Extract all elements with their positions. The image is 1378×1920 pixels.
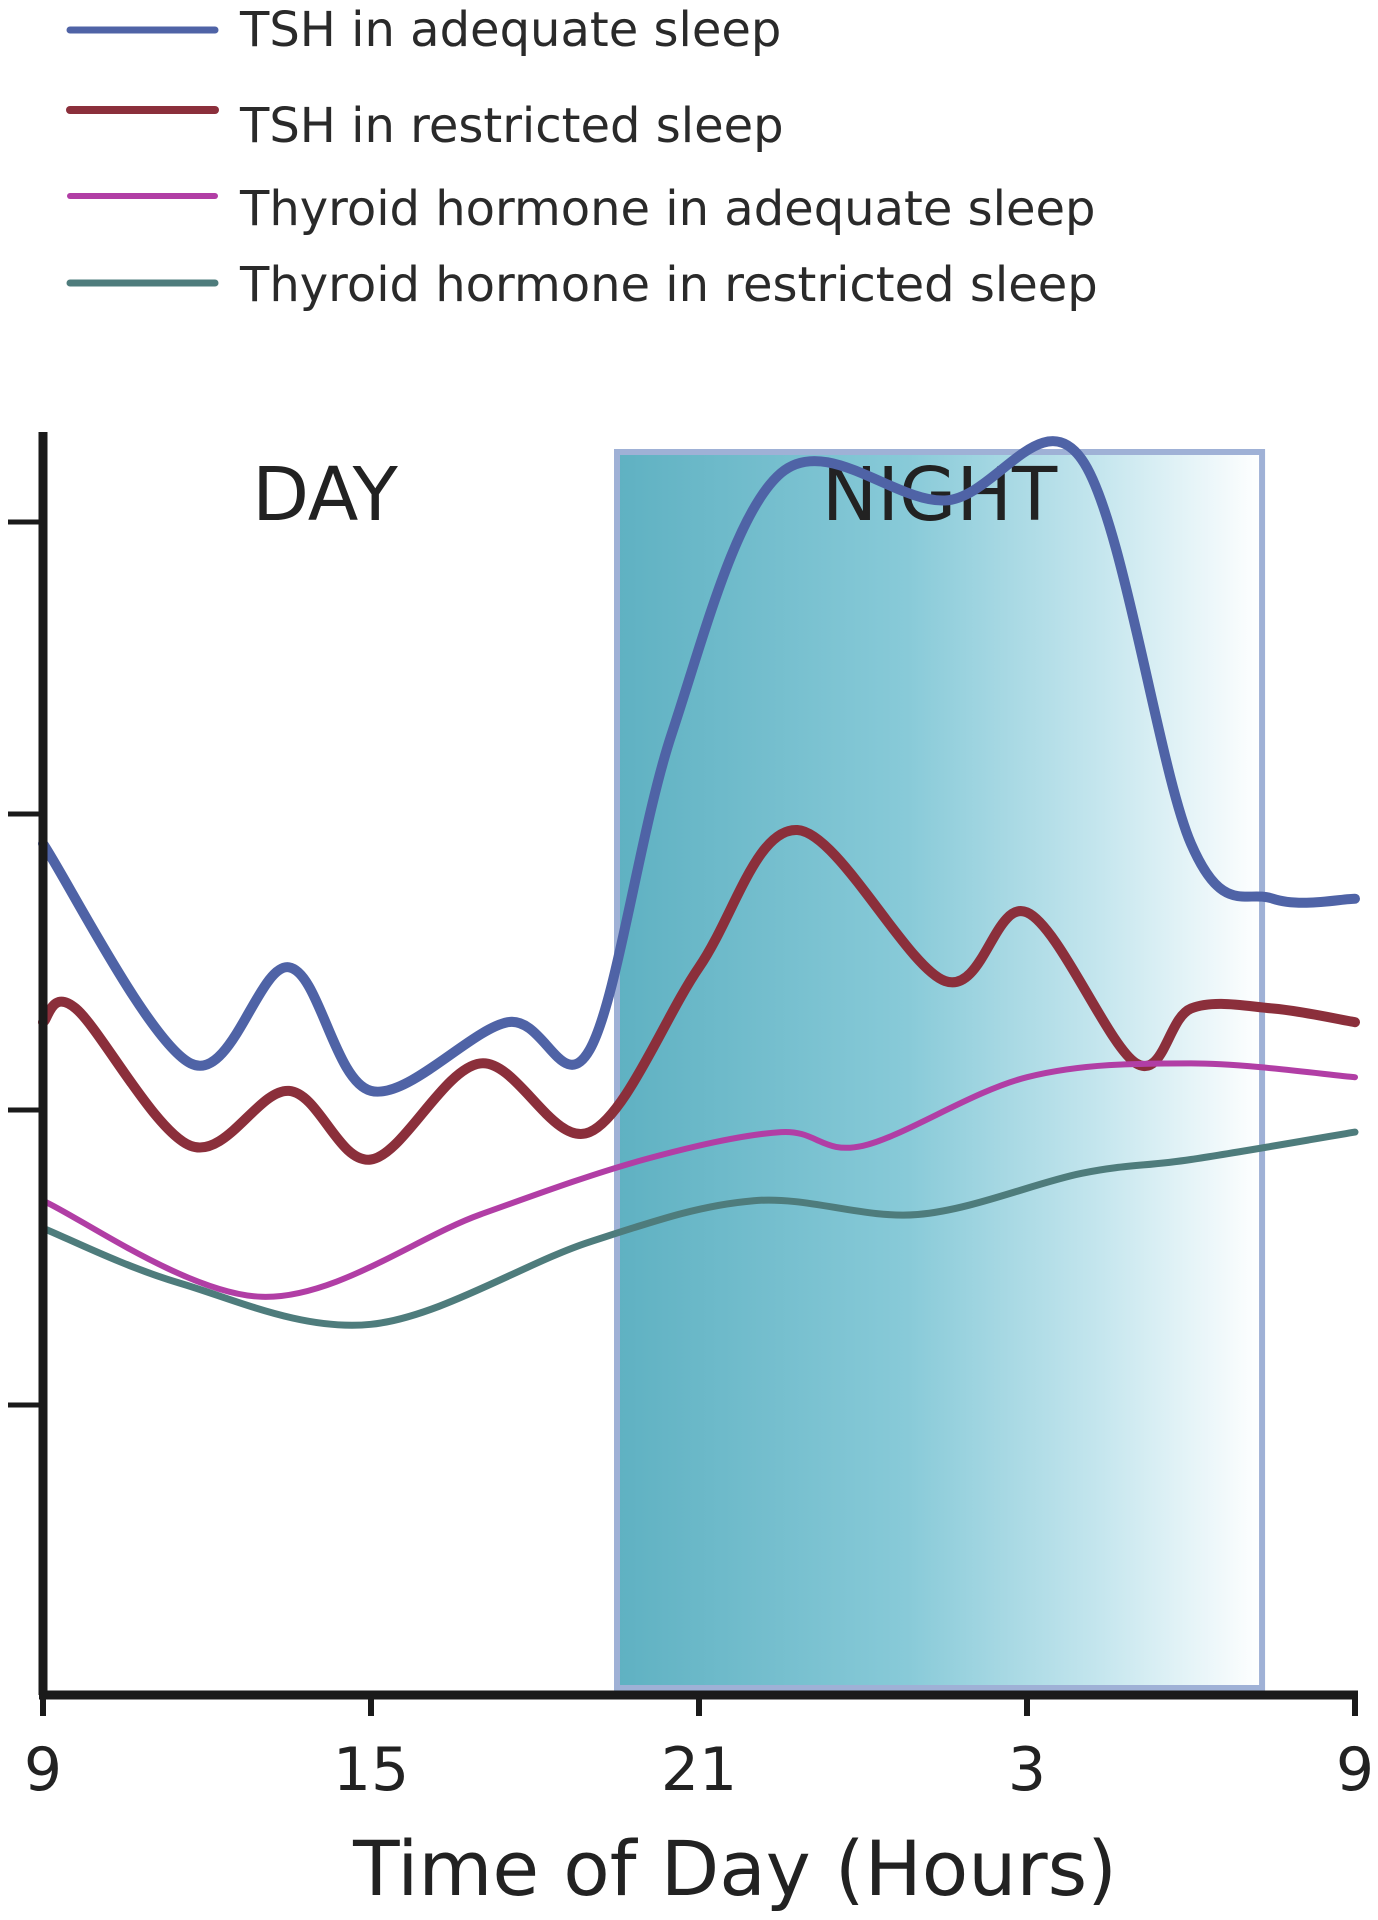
series-line-thyroid-adequate bbox=[40, 1060, 1358, 1300]
series-line-tsh-adequate bbox=[38, 436, 1360, 1097]
x-axis-title: Time of Day (Hours) bbox=[352, 1824, 1117, 1913]
night-label: NIGHT bbox=[822, 452, 1058, 538]
x-tick-label: 9 bbox=[24, 1735, 62, 1805]
night-region bbox=[614, 449, 1266, 1691]
legend-item: Thyroid hormone in restricted sleep bbox=[66, 257, 1098, 313]
day-label: DAY bbox=[252, 452, 399, 538]
x-tick-label: 21 bbox=[661, 1735, 737, 1805]
axes: 9 15 21 3 9 bbox=[8, 432, 1374, 1805]
legend: TSH in adequate sleep TSH in restricted … bbox=[66, 2, 1098, 313]
legend-item: Thyroid hormone in adequate sleep bbox=[67, 181, 1096, 237]
x-tick-label: 9 bbox=[1336, 1735, 1374, 1805]
legend-label-3: Thyroid hormone in restricted sleep bbox=[239, 257, 1098, 313]
legend-label-2: Thyroid hormone in adequate sleep bbox=[239, 181, 1096, 237]
legend-label-0: TSH in adequate sleep bbox=[239, 2, 781, 58]
legend-item: TSH in adequate sleep bbox=[66, 2, 781, 58]
series-layer bbox=[38, 436, 1360, 1329]
legend-label-1: TSH in restricted sleep bbox=[239, 98, 784, 154]
series-line-thyroid-restricted bbox=[39, 1128, 1359, 1329]
x-tick-label: 3 bbox=[1008, 1735, 1046, 1805]
x-tick-label: 15 bbox=[333, 1735, 409, 1805]
x-ticks: 9 15 21 3 9 bbox=[24, 1695, 1374, 1805]
legend-item: TSH in restricted sleep bbox=[66, 98, 784, 154]
